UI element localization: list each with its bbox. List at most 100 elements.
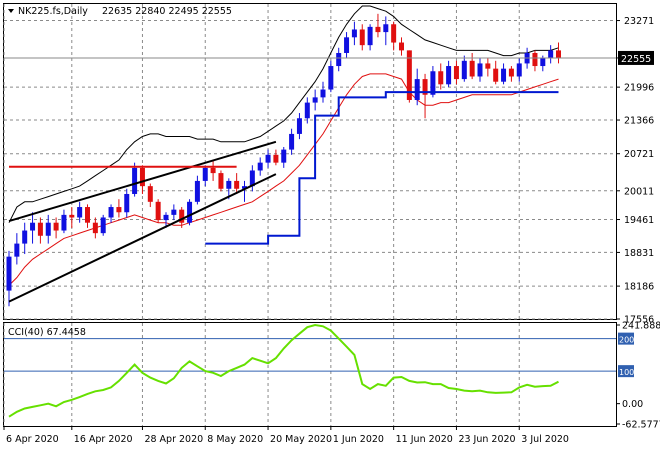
candle-body xyxy=(147,186,153,202)
y-tick-label: 23271 xyxy=(624,16,654,27)
candle-body xyxy=(22,230,28,244)
y-tick-label: 21366 xyxy=(624,116,654,127)
candle-body xyxy=(414,79,420,100)
y-tick-label: 20721 xyxy=(624,149,654,160)
candle-body xyxy=(139,167,145,187)
cci-y-tick-label: 241.8881 xyxy=(622,321,660,332)
candle-body xyxy=(477,63,483,77)
candle-body xyxy=(422,79,428,95)
x-tick-label: 16 Apr 2020 xyxy=(74,434,133,445)
candle-body xyxy=(14,243,20,257)
candle-body xyxy=(312,97,318,103)
symbol-label: NK225.fs,Daily xyxy=(18,6,88,17)
candle-body xyxy=(6,256,12,291)
candle-body xyxy=(485,63,491,69)
candle-body xyxy=(556,50,561,58)
y-tick-label: 21996 xyxy=(624,83,654,94)
candle-body xyxy=(281,149,287,163)
upper-trend-line xyxy=(8,140,277,223)
candle-body xyxy=(508,68,514,77)
x-tick-label: 1 Jun 2020 xyxy=(333,434,384,445)
candle-body xyxy=(257,162,263,171)
x-tick-label: 11 Jun 2020 xyxy=(396,434,453,445)
candle-body xyxy=(375,26,381,33)
candle-body xyxy=(124,193,130,213)
lower-band-line xyxy=(8,73,559,286)
candle-body xyxy=(344,37,350,53)
candle-body xyxy=(194,180,200,202)
candle-body xyxy=(85,207,90,223)
x-tick-label: 28 Apr 2020 xyxy=(144,434,203,445)
candle-body xyxy=(218,173,224,189)
upper-band-line xyxy=(8,5,559,223)
candle-body xyxy=(469,60,475,77)
candle-body xyxy=(61,214,67,231)
cci-level-tag-label: 100 xyxy=(619,368,634,377)
x-tick-label: 8 May 2020 xyxy=(207,434,263,445)
candle-body xyxy=(328,66,334,90)
cci-label: CCI(40) 67.4458 xyxy=(8,327,86,338)
candle-body xyxy=(516,63,522,77)
cci-y-tick-label: -62.5777 xyxy=(622,420,660,431)
candle-body xyxy=(187,201,193,223)
y-tick-label: 18831 xyxy=(624,248,654,259)
y-tick-label: 20011 xyxy=(624,186,654,197)
candle-body xyxy=(116,207,122,213)
cci-y-tick-label: 0.00 xyxy=(622,399,643,410)
candle-body xyxy=(304,102,310,119)
current-price-tag xyxy=(618,50,654,65)
candle-body xyxy=(501,68,507,82)
cci-level-tag xyxy=(618,332,634,345)
candle-body xyxy=(100,217,106,234)
candle-body xyxy=(179,209,185,223)
candle-body xyxy=(163,214,169,221)
candle-body xyxy=(30,222,36,231)
candle-body xyxy=(383,24,389,33)
candle-body xyxy=(289,133,295,150)
candle-body xyxy=(226,180,232,189)
x-tick-label: 23 Jun 2020 xyxy=(458,434,515,445)
candle-body xyxy=(249,170,255,187)
candle-body xyxy=(399,42,404,51)
indicators xyxy=(8,5,559,286)
candle-body xyxy=(336,52,342,67)
candle-body xyxy=(273,154,279,163)
candle-body xyxy=(493,68,499,82)
candle-body xyxy=(45,222,51,236)
candle-body xyxy=(53,222,59,231)
grid xyxy=(3,4,616,426)
y-tick-label: 17556 xyxy=(624,315,654,326)
candle-body xyxy=(132,167,138,194)
candle-body xyxy=(430,71,436,95)
ohlc-readout: 22635 22840 22495 22555 xyxy=(102,6,232,17)
candle-body xyxy=(210,167,216,174)
candles xyxy=(6,13,561,307)
candle-body xyxy=(155,201,161,221)
x-tick-label: 6 Apr 2020 xyxy=(6,434,59,445)
candle-body xyxy=(171,209,177,215)
candle-body xyxy=(446,66,452,85)
candle-body xyxy=(234,180,240,189)
candle-body xyxy=(296,118,302,134)
x-tick-label: 3 Jul 2020 xyxy=(521,434,569,445)
overlays xyxy=(4,57,616,303)
candle-body xyxy=(92,222,98,234)
candle-body xyxy=(69,214,75,218)
candle-body xyxy=(265,154,271,163)
candle-body xyxy=(242,186,247,189)
candle-body xyxy=(438,71,444,85)
cci-level-tag-label: 200 xyxy=(619,336,634,345)
dropdown-triangle-icon[interactable] xyxy=(8,9,14,13)
candle-body xyxy=(367,26,373,46)
candle-body xyxy=(453,66,459,80)
candle-body xyxy=(77,207,83,218)
cci-panel-frame xyxy=(3,322,617,427)
y-tick-label: 19461 xyxy=(624,215,654,226)
candle-body xyxy=(548,50,554,59)
header-symbol: NK225.fs,Daily 22635 22840 22495 22555 xyxy=(8,6,232,17)
candle-body xyxy=(461,60,467,80)
candle-body xyxy=(351,29,357,38)
candle-body xyxy=(359,29,365,46)
